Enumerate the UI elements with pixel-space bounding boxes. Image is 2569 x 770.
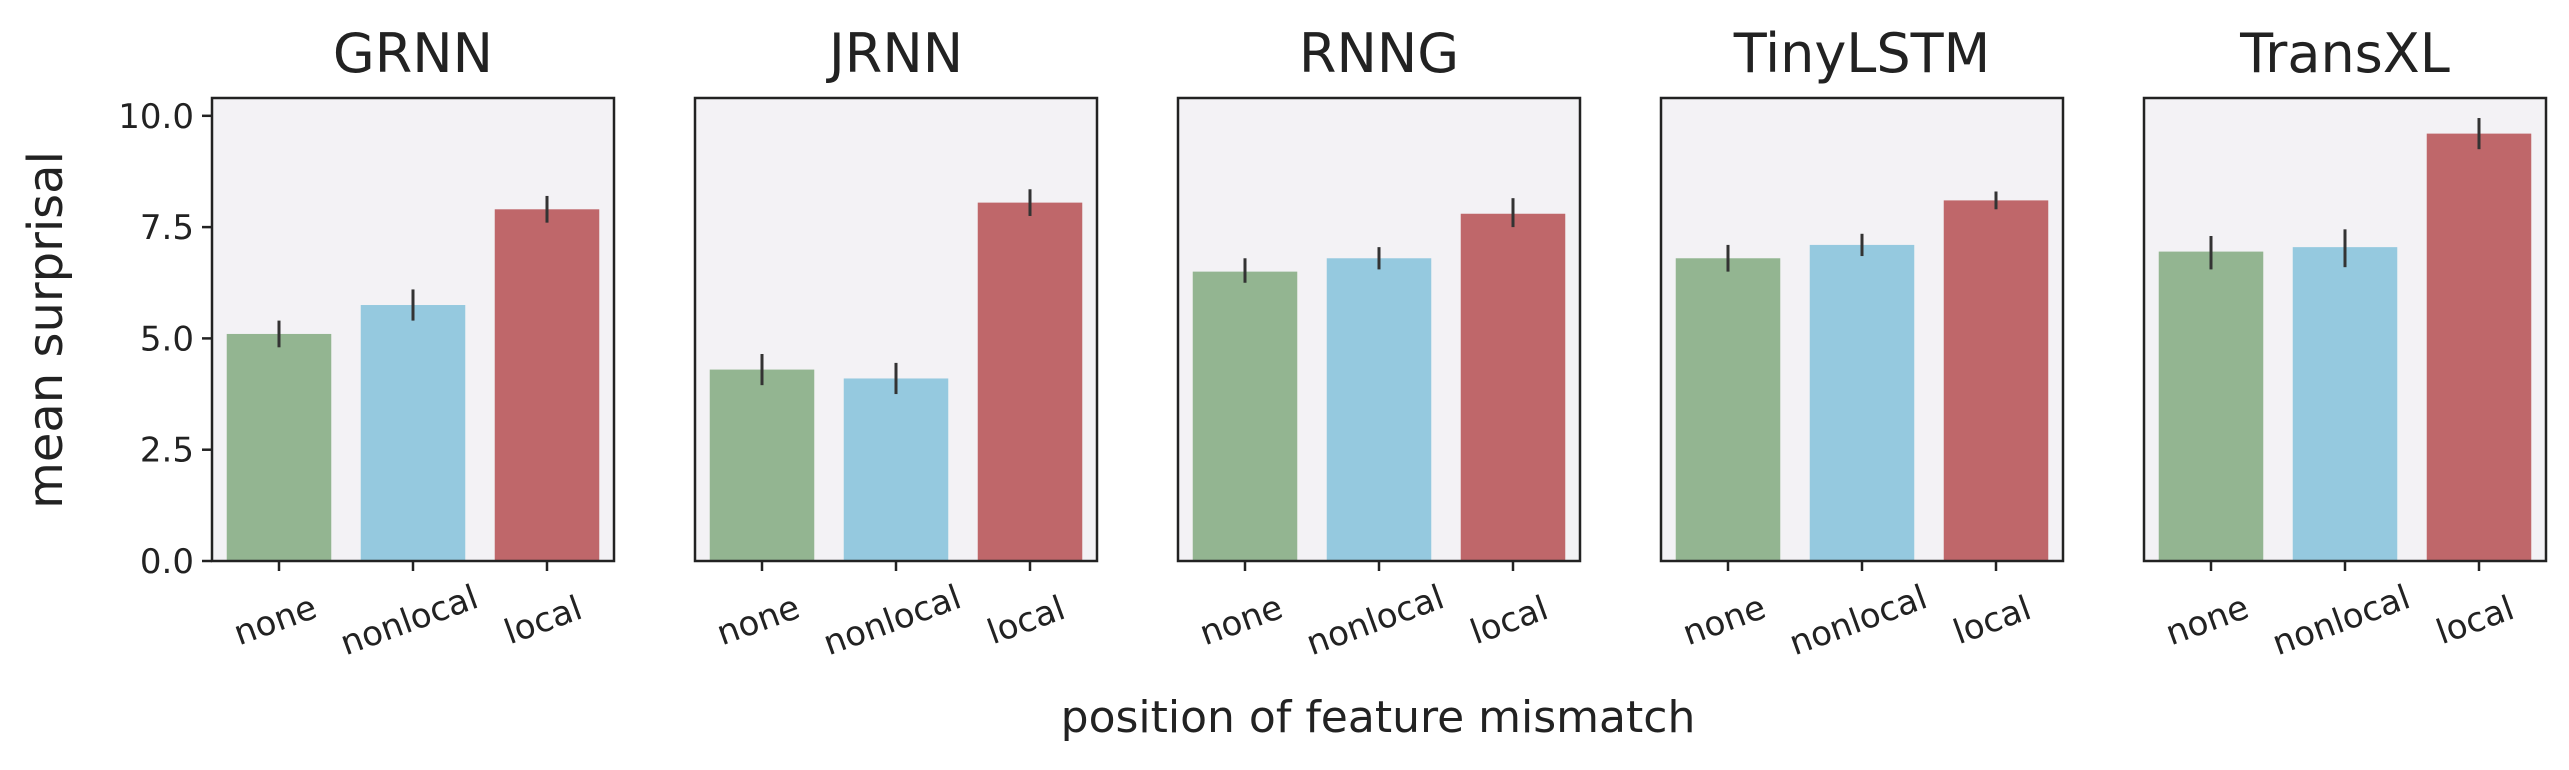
bar-local [2426, 133, 2532, 561]
x-tick-label-none: none [712, 587, 805, 654]
panel-title: GRNN [333, 22, 493, 85]
panel-title: RNNG [1299, 22, 1459, 85]
x-tick-label-none: none [229, 587, 322, 654]
x-tick-label-nonlocal: nonlocal [2267, 577, 2415, 664]
plot-frame [1176, 96, 1582, 563]
y-tick-label: 2.5 [140, 431, 194, 471]
y-tick-label: 7.5 [140, 208, 194, 248]
panel-title: JRNN [826, 22, 963, 85]
x-tick-label-none: none [1195, 587, 1288, 654]
y-axis-label: mean surprisal [18, 151, 74, 509]
bar-local [977, 202, 1083, 562]
panel-grnn: none nonlocal local GRNN 0.0 2.5 5.0 7.5 10.0 [118, 22, 616, 664]
panel-title: TinyLSTM [1733, 22, 1990, 85]
panel-tinylstm: none nonlocal local TinyLSTM [1659, 22, 2065, 664]
plot-frame [2142, 96, 2548, 563]
x-tick-label-nonlocal: nonlocal [1301, 577, 1449, 664]
x-tick-label-local: local [2431, 588, 2519, 653]
bar-none [709, 369, 815, 561]
x-tick-label-none: none [1678, 587, 1771, 654]
x-axis-label: position of feature mismatch [1061, 692, 1696, 743]
y-tick-label: 0.0 [140, 542, 194, 582]
bar-local [1943, 200, 2049, 561]
x-tick-label-nonlocal: nonlocal [335, 577, 483, 664]
plot-frame [693, 96, 1099, 563]
bar-none [1192, 271, 1298, 561]
x-tick-label-nonlocal: nonlocal [818, 577, 966, 664]
x-tick-label-local: local [982, 588, 1070, 653]
panel-jrnn: none nonlocal local JRNN [693, 22, 1099, 664]
x-tick-label-local: local [499, 588, 587, 653]
bar-nonlocal [2292, 247, 2398, 562]
x-tick-label-none: none [2161, 587, 2254, 654]
bar-none [1675, 258, 1781, 561]
y-tick-label: 10.0 [118, 97, 194, 137]
bar-local [494, 209, 600, 561]
panel-title: TransXL [2239, 22, 2450, 85]
y-tick-label: 5.0 [140, 319, 194, 359]
bar-none [2158, 251, 2264, 561]
bar-nonlocal [1326, 258, 1432, 561]
plot-frame [210, 96, 616, 563]
bar-nonlocal [1809, 244, 1915, 562]
panels: none nonlocal localGRNN0.02.55.07.510.0non… [118, 22, 2548, 664]
bar-nonlocal [843, 378, 949, 561]
bar-nonlocal [360, 305, 466, 561]
x-tick-label-local: local [1465, 588, 1553, 653]
x-tick-label-local: local [1948, 588, 2036, 653]
panel-rnng: none nonlocal local RNNG [1176, 22, 1582, 664]
plot-frame [1659, 96, 2065, 563]
bar-none [226, 333, 332, 561]
x-tick-label-nonlocal: nonlocal [1784, 577, 1932, 664]
bar-local [1460, 213, 1566, 561]
panel-transxl: none nonlocal local TransXL [2142, 22, 2548, 664]
